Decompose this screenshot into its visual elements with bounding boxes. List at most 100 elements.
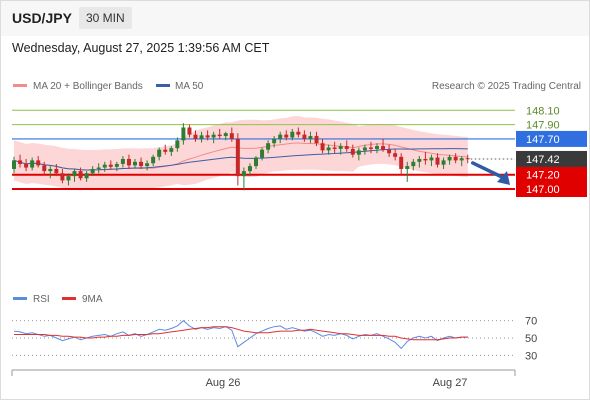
ma20-legend-swatch bbox=[13, 84, 27, 87]
candle-body bbox=[157, 149, 162, 157]
candle-body bbox=[350, 148, 355, 155]
credit-text: Research © 2025 Trading Central bbox=[432, 81, 581, 92]
candle-body bbox=[284, 134, 289, 138]
candle-body bbox=[435, 157, 440, 165]
ma50-legend-label: MA 50 bbox=[175, 81, 204, 92]
candle-body bbox=[453, 156, 458, 161]
candle-body bbox=[241, 171, 246, 177]
rsi-tick-30: 30 bbox=[525, 350, 537, 362]
candle-body bbox=[163, 149, 168, 152]
candle-body bbox=[60, 173, 65, 181]
rsi-series-9ma bbox=[14, 326, 468, 341]
ma50-line bbox=[13, 148, 468, 171]
candle-body bbox=[296, 131, 301, 135]
candle-body bbox=[211, 134, 216, 138]
candle-body bbox=[302, 134, 307, 139]
price-plot: 148.10 147.90 147.70 147.20 147.00 147.42 bbox=[12, 105, 587, 197]
level-tag-147.00 bbox=[516, 181, 587, 197]
candle-body bbox=[254, 157, 258, 167]
candle-body bbox=[126, 158, 131, 166]
ma50-legend-swatch bbox=[156, 84, 170, 87]
ma20-legend-label: MA 20 + Bollinger Bands bbox=[33, 81, 143, 92]
candle-body bbox=[417, 158, 422, 162]
candle-body bbox=[266, 143, 271, 150]
candle-body bbox=[102, 164, 107, 168]
candle-body bbox=[205, 135, 210, 138]
rsi-series-rsi bbox=[13, 320, 468, 350]
level-tag-147.20 bbox=[516, 166, 587, 183]
candle-body bbox=[36, 160, 41, 166]
rsi-legend-swatch bbox=[13, 297, 27, 300]
candle-body bbox=[96, 167, 101, 169]
candle-body bbox=[441, 160, 446, 165]
candle-body bbox=[356, 150, 361, 155]
candle-body bbox=[48, 168, 53, 172]
rsi-tick-50: 50 bbox=[525, 333, 537, 345]
candle-body bbox=[368, 147, 373, 149]
candle-body bbox=[24, 163, 29, 168]
candle-body bbox=[405, 166, 410, 169]
symbol-label: USD/JPY bbox=[12, 10, 72, 26]
candle-body bbox=[272, 138, 277, 144]
rsi-tick-70: 70 bbox=[525, 316, 537, 328]
main-legend: MA 20 + Bollinger Bands MA 50 Research ©… bbox=[13, 81, 581, 92]
candle-body bbox=[320, 143, 325, 151]
candle-body bbox=[181, 127, 186, 141]
timeframe-button[interactable]: 30 MIN bbox=[79, 7, 132, 29]
candle-body bbox=[362, 147, 367, 151]
candle-body bbox=[175, 140, 180, 149]
candle-body bbox=[114, 163, 119, 167]
candle-body bbox=[387, 149, 392, 154]
candle-body bbox=[465, 158, 470, 160]
level-label-147.00: 147.00 bbox=[526, 184, 560, 196]
candle-body bbox=[229, 133, 234, 139]
time-axis-label: Aug 26 bbox=[206, 377, 241, 389]
candle-body bbox=[308, 136, 313, 139]
candle-body bbox=[447, 156, 452, 161]
candle-body bbox=[375, 146, 379, 149]
level-label-147.70: 147.70 bbox=[526, 134, 560, 146]
candle-body bbox=[399, 156, 404, 169]
candle-body bbox=[120, 158, 125, 164]
candle-body bbox=[223, 133, 228, 137]
candle-body bbox=[199, 135, 204, 139]
rsi-plot: 70 50 30 bbox=[12, 316, 537, 362]
candle-body bbox=[423, 158, 428, 161]
price-tag-label: 147.42 bbox=[526, 154, 560, 166]
candle-body bbox=[290, 131, 295, 138]
candle-body bbox=[169, 148, 174, 152]
candle-body bbox=[139, 161, 144, 167]
candle-body bbox=[332, 147, 337, 149]
candle-body bbox=[42, 165, 47, 172]
candle-body bbox=[247, 166, 252, 172]
candle-body bbox=[235, 138, 240, 177]
candle-body bbox=[326, 147, 331, 151]
candle-body bbox=[84, 173, 89, 179]
candle-body bbox=[193, 134, 198, 139]
candle-body bbox=[78, 171, 83, 179]
candle-body bbox=[66, 176, 71, 181]
candle-body bbox=[151, 156, 156, 164]
candle-body bbox=[12, 160, 16, 169]
level-label-148.10: 148.10 bbox=[526, 105, 560, 117]
datetime-text: Wednesday, August 27, 2025 1:39:56 AM CE… bbox=[12, 41, 270, 55]
time-axis-label: Aug 27 bbox=[433, 377, 468, 389]
candle-body bbox=[133, 161, 137, 166]
time-axis: Aug 26 Aug 27 bbox=[11, 369, 516, 389]
level-label-147.90: 147.90 bbox=[526, 120, 560, 132]
rsi-ma-legend-swatch bbox=[62, 297, 76, 300]
candle-body bbox=[278, 134, 283, 139]
header-bar: USD/JPY 30 MIN bbox=[0, 0, 590, 36]
level-label-147.20: 147.20 bbox=[526, 170, 560, 182]
candle-body bbox=[54, 168, 59, 174]
candle-body bbox=[18, 160, 23, 164]
candle-body bbox=[108, 164, 113, 167]
candle-body bbox=[217, 134, 222, 137]
candle-body bbox=[429, 157, 434, 161]
level-tag-147.70 bbox=[516, 130, 587, 147]
candle-body bbox=[90, 168, 95, 174]
candle-body bbox=[260, 149, 265, 158]
candle-body bbox=[393, 153, 398, 157]
candle-body bbox=[30, 160, 35, 168]
